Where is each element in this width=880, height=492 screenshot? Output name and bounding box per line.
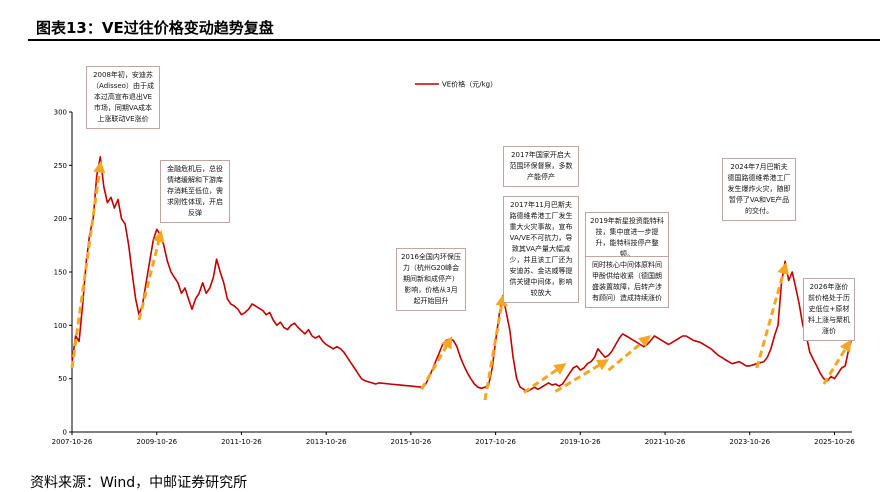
y-tick-label: 250: [54, 162, 67, 170]
x-tick-label: 2017-10-26: [475, 438, 516, 446]
x-tick-label: 2009-10-26: [136, 438, 177, 446]
trend-arrow: [137, 230, 165, 321]
page-title: 图表13：VE过往价格变动趋势复盘: [36, 19, 274, 37]
y-tick-label: 0: [63, 429, 67, 437]
ve-price-chart: 0 50 100 150 200 250 300 2007-10-26 2009-10-26 20…: [52, 80, 856, 447]
annotation-2016: 2016全国内环保压力（杭州G20峰会期间新和成停产）影响，价格从3月起开始回升: [396, 248, 466, 311]
annotation-2008: 2008年初，安迪苏（Adisseo）由于成本过高宣布退出VE市场，同期VA成本…: [86, 66, 160, 129]
x-tick-label: 2023-10-26: [729, 438, 770, 446]
trend-arrow: [483, 293, 508, 401]
legend-label: VE价格（元/kg）: [442, 80, 497, 89]
annotation-2024: 2024年7月巴斯夫德国路德维希港工厂发生爆炸火灾，随即暂停了VA和VE产品的交…: [722, 158, 796, 221]
x-tick-label: 2015-10-26: [391, 438, 432, 446]
x-tick-label: 2007-10-26: [52, 438, 93, 446]
trend-arrow: [822, 339, 852, 385]
y-tick-label: 50: [58, 375, 67, 383]
x-tick-label: 2019-10-26: [560, 438, 601, 446]
title-divider: [28, 39, 880, 41]
trend-arrow: [522, 363, 567, 394]
trend-arrow: [755, 262, 789, 369]
x-tick-label: 2025-10-26: [814, 438, 855, 446]
trend-arrow: [554, 359, 610, 393]
x-tick-label: 2011-10-26: [221, 438, 262, 446]
x-tick-label: 2013-10-26: [306, 438, 347, 446]
y-tick-label: 100: [54, 322, 67, 330]
trend-arrow: [70, 160, 106, 369]
source-note: 资料来源：Wind，中邮证券研究所: [30, 475, 248, 491]
ve-price-line: [71, 156, 853, 393]
y-tick-label: 300: [54, 109, 67, 117]
y-tick-label: 150: [54, 269, 67, 277]
x-tick-label: 2021-10-26: [645, 438, 686, 446]
title-bar: 图表13：VE过往价格变动趋势复盘: [0, 0, 880, 41]
annotation-2017-env: 2017年国家开启大范围环保督察，多数产能停产: [503, 146, 579, 187]
trend-arrow: [420, 336, 453, 391]
annotation-2026: 2026年涨价前价格处于历史低位+原材料上涨与聚机涨价: [803, 278, 855, 341]
trend-arrow: [607, 335, 652, 372]
annotation-2019-supply: 同时核心中间体原料间甲酚供给收紧（德国朗盛装置故障，后转产涉有顾问）造成持续涨价: [585, 256, 669, 308]
annotation-2009: 金融危机后，总役情绪缓解和下游库存消耗至低位，需求刚性体现，开启反弹: [160, 160, 230, 223]
y-tick-label: 200: [54, 215, 67, 223]
annotation-2017-fire: 2017年11月巴斯夫路德维希港工厂发生重大火灾事故，宣布VA/VE不可抗力，导…: [503, 196, 579, 303]
